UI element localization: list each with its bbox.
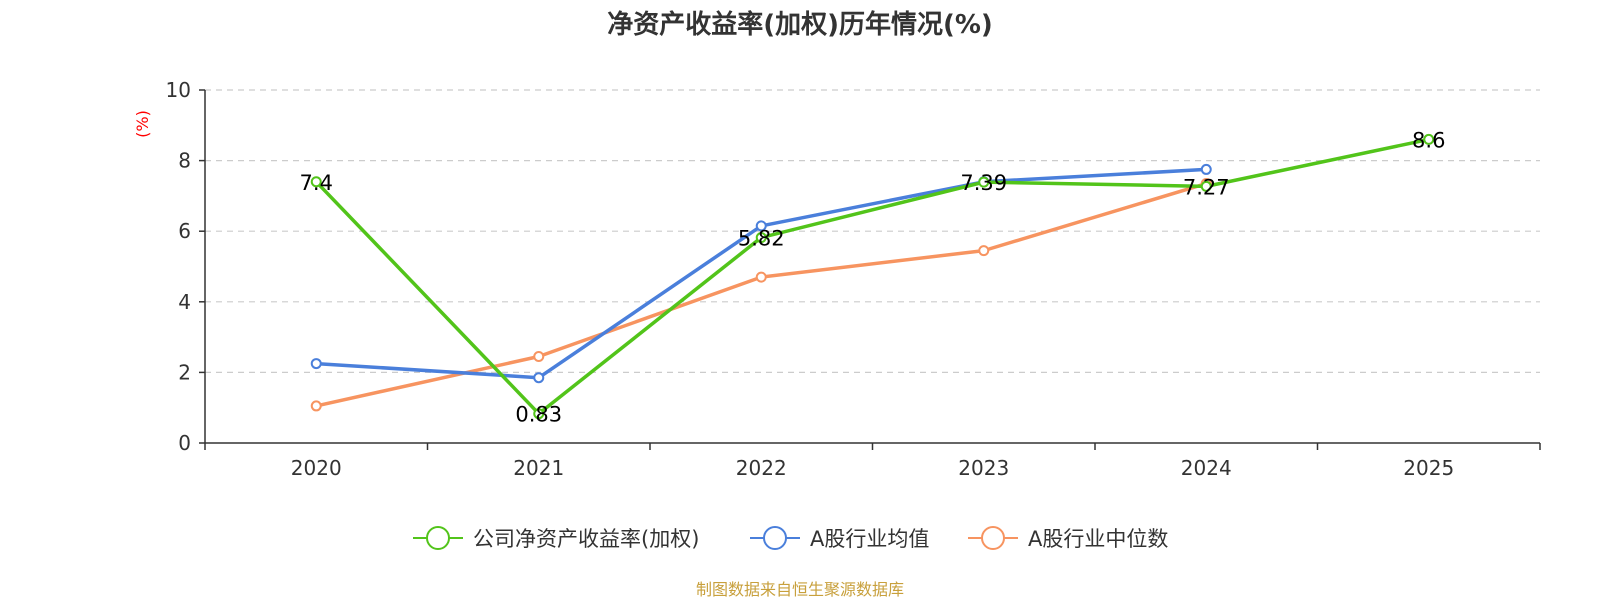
y-tick-label-2: 2 — [178, 360, 191, 384]
y-axis-label: (%) — [133, 110, 152, 138]
y-tick-label-6: 6 — [178, 219, 191, 243]
data-label-2022: 5.82 — [738, 227, 785, 251]
point-s0-2020 — [310, 176, 322, 188]
legend-item-2[interactable]: A股行业中位数 — [968, 526, 1168, 551]
x-tick-label-2024: 2024 — [1181, 456, 1232, 480]
x-tick-label-2023: 2023 — [958, 456, 1009, 480]
series-points — [310, 133, 1435, 420]
point-s0-2025 — [1423, 133, 1435, 145]
point-s2-2023 — [978, 245, 990, 257]
legend-item-1[interactable]: A股行业均值 — [750, 526, 929, 551]
legend-swatch-marker-2 — [981, 526, 1005, 550]
y-tick-label-4: 4 — [178, 290, 191, 314]
chart-title: 净资产收益率(加权)历年情况(%) — [607, 9, 993, 40]
point-s1-2024 — [1200, 163, 1212, 175]
source-note: 制图数据来自恒生聚源数据库 — [696, 580, 904, 599]
point-s1-2022 — [755, 220, 767, 232]
data-label-2021: 0.83 — [515, 403, 562, 427]
legend-label-2: A股行业中位数 — [1028, 527, 1168, 551]
x-tick-label-2025: 2025 — [1403, 456, 1454, 480]
axes: 0 2 4 6 8 10 2020 2021 2022 2023 2024 2025 — [166, 78, 1541, 480]
point-s1-2021 — [533, 372, 545, 384]
y-tick-label-8: 8 — [178, 149, 191, 173]
legend-item-0[interactable]: 公司净资产收益率(加权) — [413, 526, 699, 551]
legend-label-1: A股行业均值 — [810, 527, 929, 551]
series-line-0 — [314, 137, 1430, 416]
y-tick-label-0: 0 — [178, 431, 191, 455]
data-label-2024: 7.27 — [1183, 175, 1230, 199]
grid-lines — [205, 89, 1540, 373]
data-label-2025: 8.6 — [1412, 128, 1445, 152]
x-tick-label-2020: 2020 — [291, 456, 342, 480]
point-s0-2022 — [755, 232, 767, 244]
legend-swatch-marker-1 — [763, 526, 787, 550]
legend-swatch-marker-0 — [426, 526, 450, 550]
legend-label-0: 公司净资产收益率(加权) — [473, 527, 699, 551]
point-s1-2020 — [310, 358, 322, 370]
x-tick-label-2021: 2021 — [513, 456, 564, 480]
point-s0-2024 — [1200, 180, 1212, 192]
x-tick-label-2022: 2022 — [736, 456, 787, 480]
point-s0-2023 — [978, 176, 990, 188]
point-s2-2021 — [533, 351, 545, 363]
data-label-2023: 7.39 — [960, 171, 1007, 195]
y-tick-label-10: 10 — [166, 78, 191, 102]
point-s0-2021 — [533, 408, 545, 420]
point-s2-2020 — [310, 400, 322, 412]
data-labels: 7.4 0.83 5.82 7.39 7.27 8.6 — [300, 128, 1446, 426]
point-s2-2022 — [755, 271, 767, 283]
data-label-2020: 7.4 — [300, 171, 333, 195]
legend[interactable]: 公司净资产收益率(加权) A股行业均值 A股行业中位数 — [413, 526, 1168, 551]
